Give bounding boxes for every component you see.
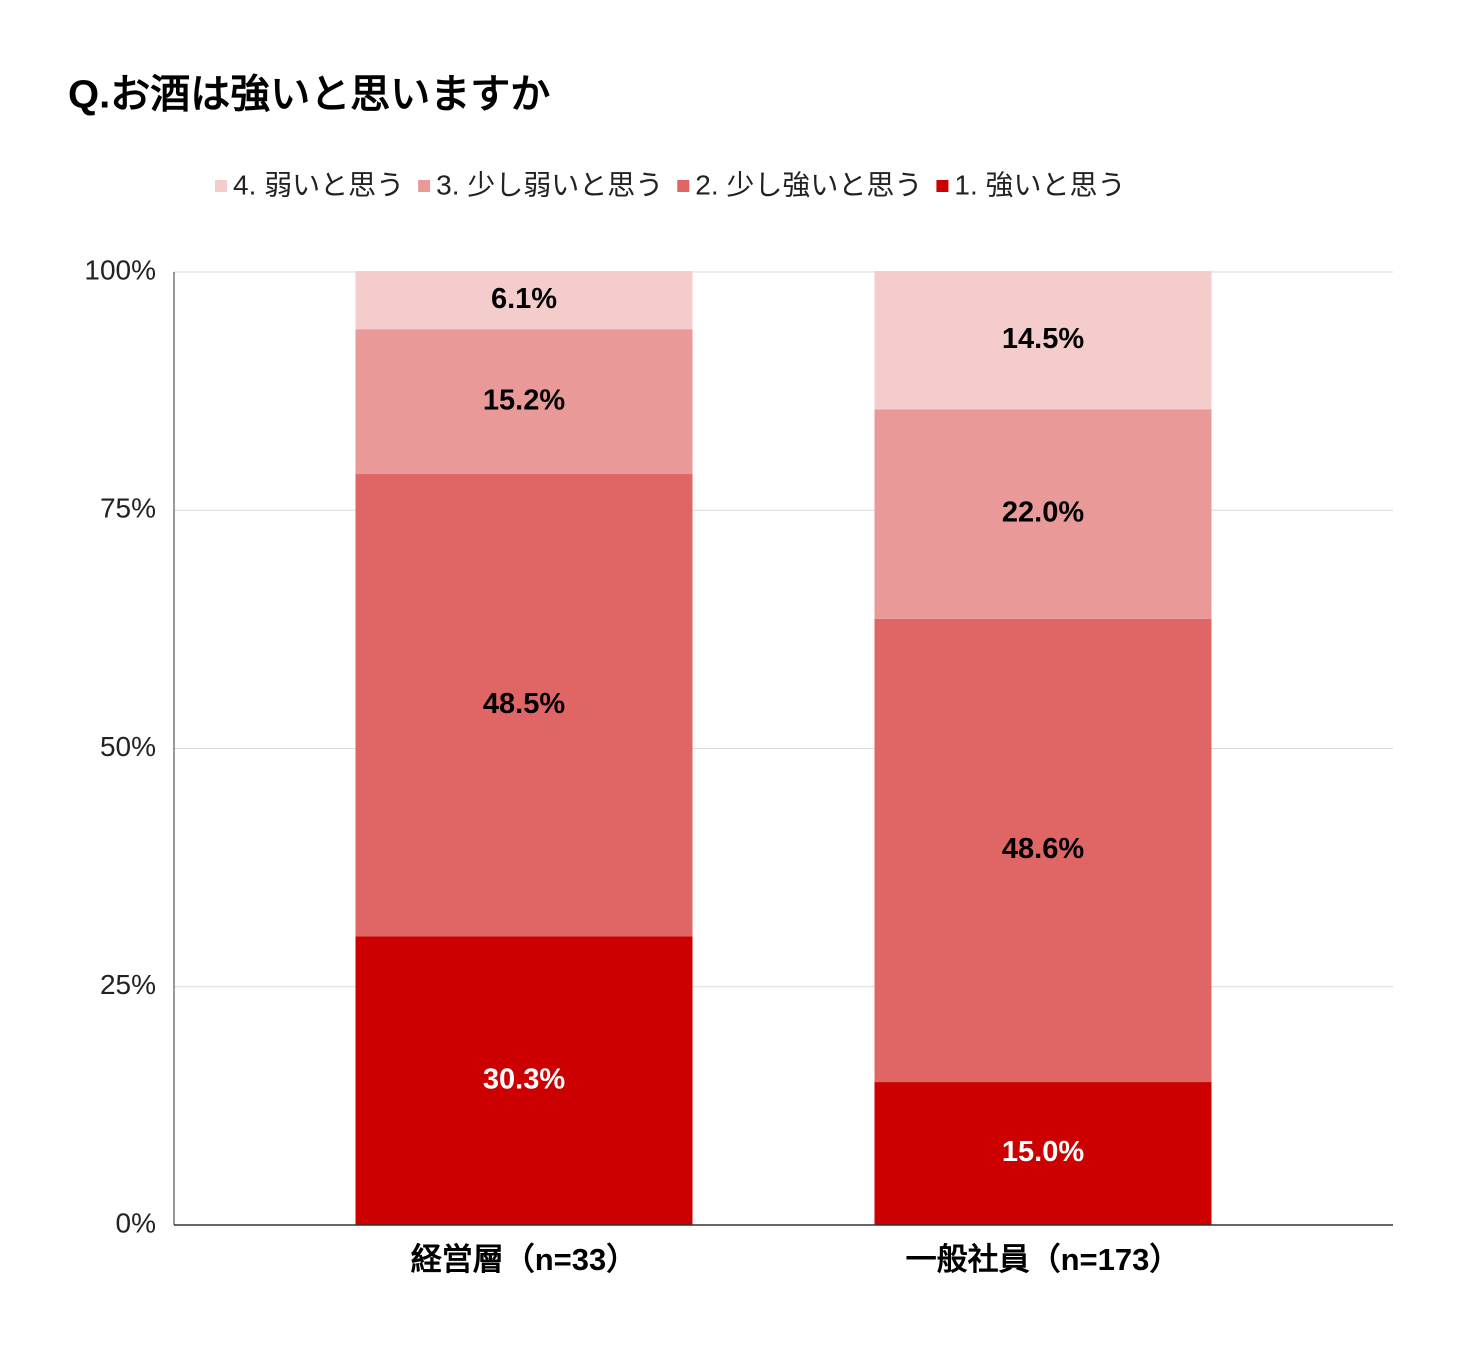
data-label: 30.3% [483, 1063, 565, 1095]
bar-segment [874, 409, 1212, 619]
bar-segment [874, 618, 1212, 1083]
bar-segment [874, 271, 1212, 410]
data-label: 14.5% [1002, 323, 1084, 355]
bar-segment [355, 474, 693, 937]
data-label: 6.1% [491, 283, 557, 315]
bar-segment [355, 271, 693, 330]
data-label: 48.5% [483, 688, 565, 720]
y-tick-label: 25% [100, 969, 156, 1000]
y-tick-label: 100% [84, 254, 156, 285]
legend-swatch [677, 180, 690, 192]
bar-segment [355, 936, 693, 1225]
y-tick-label: 75% [100, 493, 156, 524]
legend-label: 4. 弱いと思う [233, 169, 404, 200]
legend-label: 1. 強いと思う [954, 169, 1125, 200]
data-label: 15.2% [483, 384, 565, 416]
data-label: 48.6% [1002, 833, 1084, 865]
bar-segment [355, 329, 693, 475]
legend-swatch [936, 180, 949, 192]
legend-label: 2. 少し強いと思う [695, 169, 922, 200]
legend-swatch [418, 180, 431, 192]
legend-label: 3. 少し弱いと思う [436, 169, 663, 200]
chart-title: Q.お酒は強いと思いますか [68, 73, 550, 117]
legend-swatch [215, 180, 227, 192]
bar-segment [874, 1082, 1212, 1225]
y-tick-label: 0% [116, 1207, 156, 1238]
data-label: 22.0% [1002, 497, 1084, 529]
data-label: 15.0% [1002, 1136, 1084, 1168]
x-tick-label: 経営層（n=33） [411, 1242, 638, 1277]
x-tick-label: 一般社員（n=173） [906, 1242, 1181, 1277]
y-tick-label: 50% [100, 731, 156, 762]
